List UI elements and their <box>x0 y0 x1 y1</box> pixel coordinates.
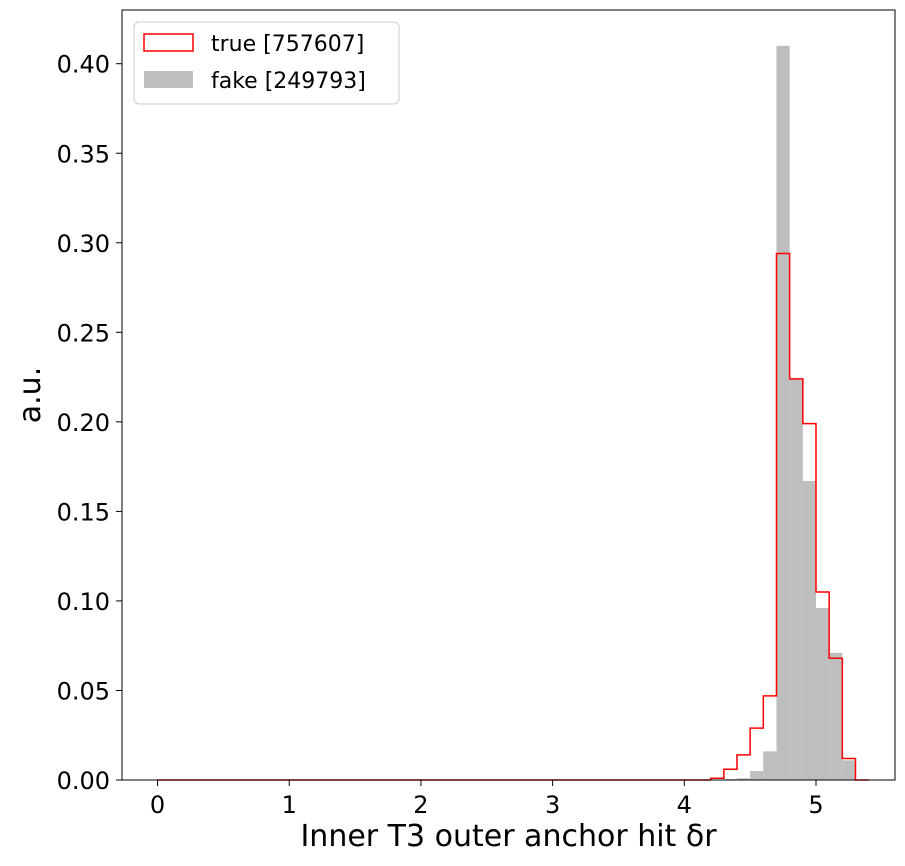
x-tick-label: 0 <box>150 791 165 819</box>
fake-bar <box>829 652 843 780</box>
legend-true-swatch <box>143 33 194 52</box>
y-tick-label: 0.15 <box>57 498 110 526</box>
legend-true-label: true [757607] <box>211 32 364 57</box>
fake-bar <box>815 608 830 780</box>
fake-bar <box>736 778 751 780</box>
x-axis-label: Inner T3 outer anchor hit δr <box>300 819 717 854</box>
x-tick-label: 4 <box>677 791 692 819</box>
true-series-step-line <box>157 252 869 781</box>
y-axis: 0.00 0.05 0.10 0.15 0.20 0.25 0.30 0.35 0.40 <box>57 51 122 795</box>
fake-bar <box>789 378 803 780</box>
y-tick-label: 0.40 <box>57 51 110 79</box>
fake-bar <box>750 771 764 780</box>
y-tick-label: 0.30 <box>57 230 110 258</box>
fake-bars-layer <box>723 45 856 780</box>
y-tick-label: 0.35 <box>57 140 110 168</box>
legend: true [757607] fake [249793] <box>133 21 400 105</box>
y-tick-label: 0.00 <box>57 767 110 795</box>
legend-fake-swatch <box>144 71 193 88</box>
fake-bar <box>842 760 856 780</box>
y-axis-label: a.u. <box>13 367 48 423</box>
legend-frame <box>133 21 400 105</box>
y-tick-label: 0.10 <box>57 588 110 616</box>
y-tick-label: 0.25 <box>57 319 110 347</box>
fake-bar <box>802 480 816 780</box>
fake-bar <box>776 45 790 780</box>
x-tick-label: 5 <box>808 791 823 819</box>
y-tick-label: 0.05 <box>57 677 110 705</box>
x-axis: 0 1 2 3 4 5 <box>150 780 824 819</box>
fake-bar <box>763 751 777 780</box>
plot-area-frame <box>121 9 896 781</box>
x-tick-label: 3 <box>545 791 560 819</box>
x-tick-label: 2 <box>413 791 428 819</box>
legend-fake-label: fake [249793] <box>211 69 366 94</box>
y-tick-label: 0.20 <box>57 409 110 437</box>
x-tick-label: 1 <box>282 791 297 819</box>
